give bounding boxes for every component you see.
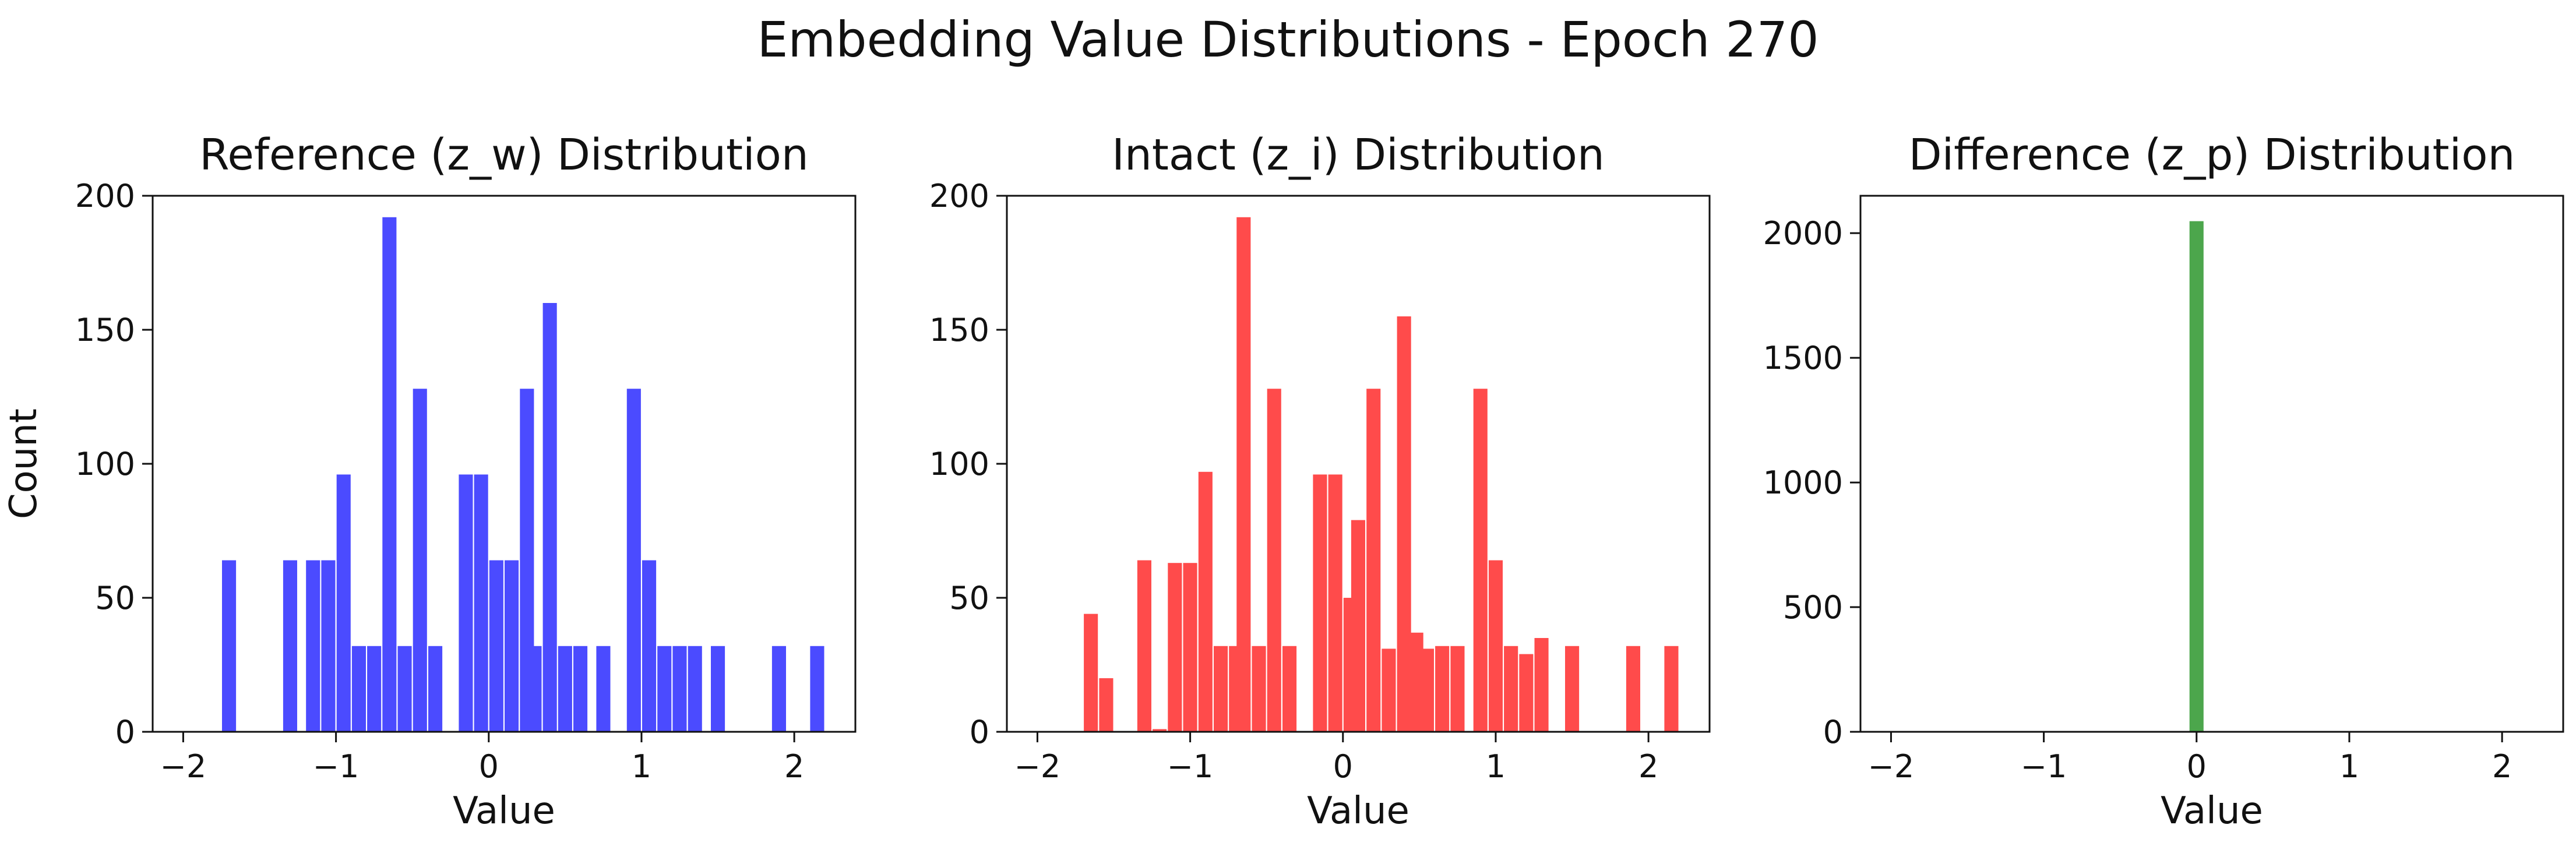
- histogram-bar: [1252, 646, 1266, 732]
- histogram-bar: [489, 561, 503, 732]
- histogram-bar: [1450, 646, 1464, 732]
- chart-title: Intact (z_i) Distribution: [1112, 130, 1605, 180]
- histogram-bar: [1565, 646, 1579, 732]
- histogram-bar: [1168, 563, 1182, 732]
- x-tick-label: −1: [1167, 748, 1214, 785]
- histogram-bar: [459, 474, 473, 732]
- x-tick-label: 1: [2339, 748, 2359, 785]
- histogram-bar: [1214, 646, 1228, 732]
- histogram-bar: [306, 561, 320, 732]
- histogram-bar: [1084, 614, 1098, 732]
- histogram-bar: [1199, 472, 1213, 732]
- histogram-bar: [1267, 389, 1281, 732]
- x-tick-label: 2: [1638, 748, 1658, 785]
- histogram-bar: [1504, 646, 1518, 732]
- x-axis-label: Value: [1307, 789, 1409, 833]
- histogram-bar: [1183, 563, 1197, 732]
- histogram-bar: [321, 561, 335, 732]
- x-tick-label: 1: [1486, 748, 1506, 785]
- y-tick-label: 150: [75, 312, 135, 348]
- histogram-bar: [1489, 561, 1503, 732]
- histogram-bar: [398, 646, 412, 732]
- histogram-bar: [1535, 638, 1549, 732]
- histogram-bar: [573, 646, 587, 732]
- y-tick-label: 50: [95, 580, 135, 616]
- histogram-bar: [474, 474, 488, 732]
- histogram-bar: [1420, 648, 1434, 732]
- histogram-bar: [505, 561, 519, 732]
- y-tick-label: 0: [970, 714, 989, 750]
- x-tick-label: 0: [2187, 748, 2207, 785]
- plot-frame: [1860, 196, 2563, 732]
- y-tick-label: 150: [929, 312, 989, 348]
- histogram-bar: [222, 561, 236, 732]
- histogram-bar: [1099, 678, 1113, 732]
- histogram-bar: [627, 389, 641, 732]
- x-tick-label: −2: [160, 748, 207, 785]
- y-axis-label: Count: [2, 408, 45, 519]
- x-tick-label: −2: [1014, 748, 1061, 785]
- x-tick-label: 2: [784, 748, 804, 785]
- y-tick-label: 500: [1783, 589, 1843, 626]
- histogram-bar: [688, 646, 702, 732]
- y-tick-label: 1500: [1763, 340, 1843, 376]
- histogram-bar: [1366, 389, 1380, 732]
- y-tick-label: 2000: [1763, 215, 1843, 252]
- x-tick-label: 0: [479, 748, 499, 785]
- x-axis-label: Value: [2161, 789, 2263, 833]
- x-tick-label: −1: [313, 748, 360, 785]
- histogram-bar: [1236, 217, 1250, 732]
- x-tick-label: −1: [2021, 748, 2067, 785]
- histogram-bar: [1664, 646, 1678, 732]
- histogram-bar: [558, 646, 572, 732]
- histogram-bar: [352, 646, 366, 732]
- plot-frame: [153, 196, 855, 732]
- y-tick-label: 0: [115, 714, 135, 750]
- x-tick-label: −2: [1868, 748, 1915, 785]
- y-tick-label: 200: [929, 178, 989, 214]
- histogram-bar: [1626, 646, 1640, 732]
- histogram-bar: [543, 303, 557, 732]
- histogram-bar: [1137, 561, 1151, 732]
- histogram-bar: [283, 561, 297, 732]
- y-tick-label: 200: [75, 178, 135, 214]
- y-tick-label: 50: [949, 580, 989, 616]
- histogram-bar: [1397, 316, 1411, 732]
- histogram-bar: [428, 646, 442, 732]
- histogram-bar: [596, 646, 610, 732]
- x-tick-label: 0: [1333, 748, 1353, 785]
- histogram-bar: [1382, 648, 1396, 732]
- histogram-bar: [382, 217, 396, 732]
- x-tick-label: 1: [632, 748, 651, 785]
- chart-title: Reference (z_w) Distribution: [199, 130, 809, 180]
- histogram-bar: [1474, 389, 1488, 732]
- histogram-bar: [1313, 474, 1327, 732]
- histogram-bar: [711, 646, 725, 732]
- histogram-bar: [642, 561, 656, 732]
- histogram-bar: [1519, 654, 1533, 732]
- histogram-bar: [672, 646, 686, 732]
- histogram-bar: [413, 389, 427, 732]
- histogram-bar: [337, 474, 351, 732]
- y-tick-label: 100: [75, 446, 135, 482]
- histogram-bar: [527, 646, 541, 732]
- histogram-bar: [657, 646, 671, 732]
- histogram-bar: [1351, 520, 1365, 732]
- histogram-bar: [2190, 221, 2204, 732]
- histogram-bar: [1435, 646, 1449, 732]
- histogram-bar: [367, 646, 381, 732]
- y-tick-label: 1000: [1763, 464, 1843, 501]
- histogram-bar: [1328, 474, 1342, 732]
- chart-title: Difference (z_p) Distribution: [1909, 130, 2515, 180]
- x-tick-label: 2: [2492, 748, 2512, 785]
- x-axis-label: Value: [453, 789, 555, 833]
- y-tick-label: 100: [929, 446, 989, 482]
- y-tick-label: 0: [1823, 714, 1843, 750]
- histogram-bar: [810, 646, 824, 732]
- histogram-bar: [1282, 646, 1296, 732]
- histogram-bar: [772, 646, 786, 732]
